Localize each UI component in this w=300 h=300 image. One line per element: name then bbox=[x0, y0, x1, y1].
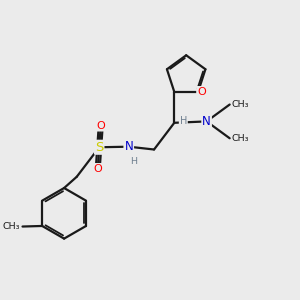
Text: O: O bbox=[96, 121, 105, 130]
Text: N: N bbox=[124, 140, 133, 153]
Text: H: H bbox=[180, 116, 187, 126]
Text: O: O bbox=[94, 164, 102, 174]
Text: H: H bbox=[130, 157, 137, 166]
Text: S: S bbox=[95, 141, 103, 154]
Text: CH₃: CH₃ bbox=[232, 100, 249, 109]
Text: CH₃: CH₃ bbox=[3, 222, 20, 231]
Text: O: O bbox=[197, 87, 206, 97]
Text: CH₃: CH₃ bbox=[232, 134, 249, 143]
Text: N: N bbox=[202, 115, 211, 128]
